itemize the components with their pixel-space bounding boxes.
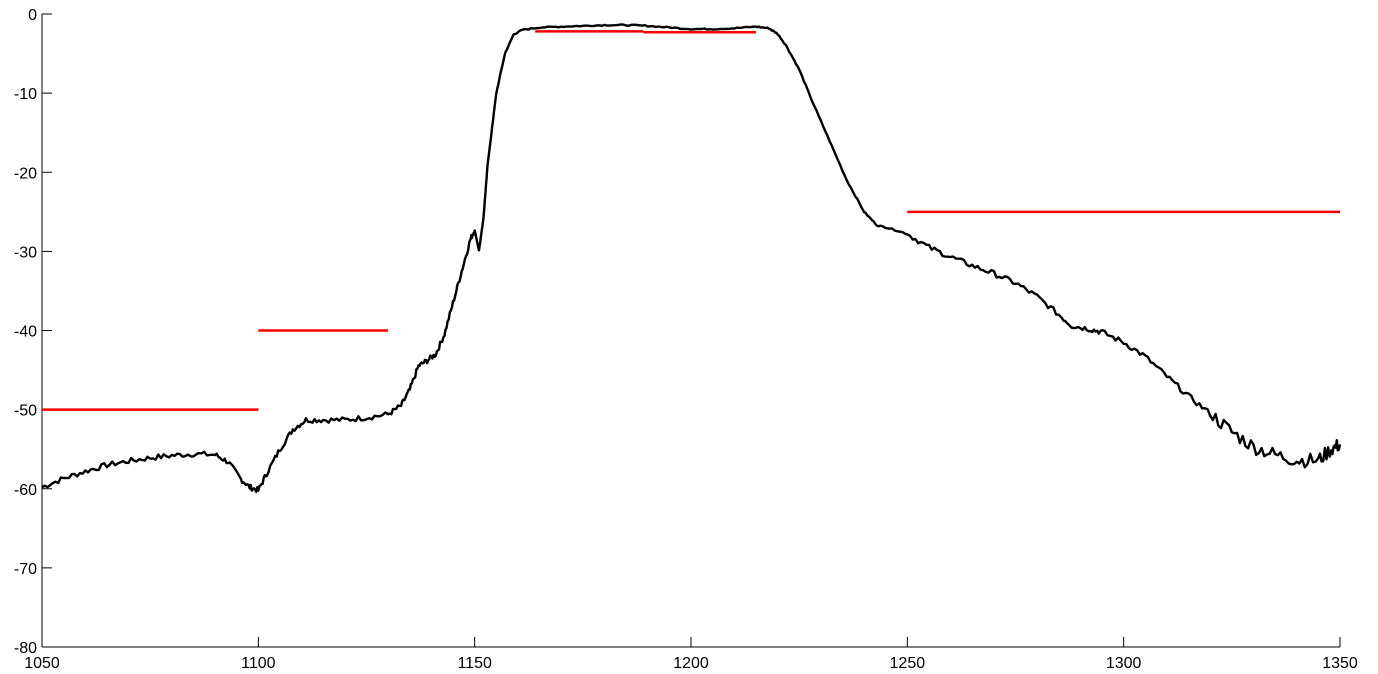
x-tick-label: 1350	[1322, 655, 1358, 672]
y-tick-label: 0	[28, 7, 37, 24]
y-tick-label: -80	[14, 640, 37, 657]
y-tick-label: -50	[14, 403, 37, 420]
y-tick-label: -60	[14, 482, 37, 499]
measured-trace	[41, 23, 1342, 493]
x-tick-label: 1100	[241, 655, 276, 672]
series-lines	[41, 23, 1342, 493]
y-tick-label: -10	[14, 86, 37, 103]
y-tick-label: -70	[14, 561, 37, 578]
y-tick-label: -40	[14, 324, 37, 341]
y-tick-label: -20	[14, 165, 37, 182]
x-tick-label: 1300	[1106, 655, 1142, 672]
limit-lines	[42, 30, 1340, 411]
x-tick-label: 1200	[673, 655, 709, 672]
y-tick-label: -30	[14, 244, 37, 261]
x-tick-label: 1250	[890, 655, 926, 672]
x-tick-label: 1050	[24, 655, 60, 672]
x-tick-label: 1150	[457, 655, 492, 672]
